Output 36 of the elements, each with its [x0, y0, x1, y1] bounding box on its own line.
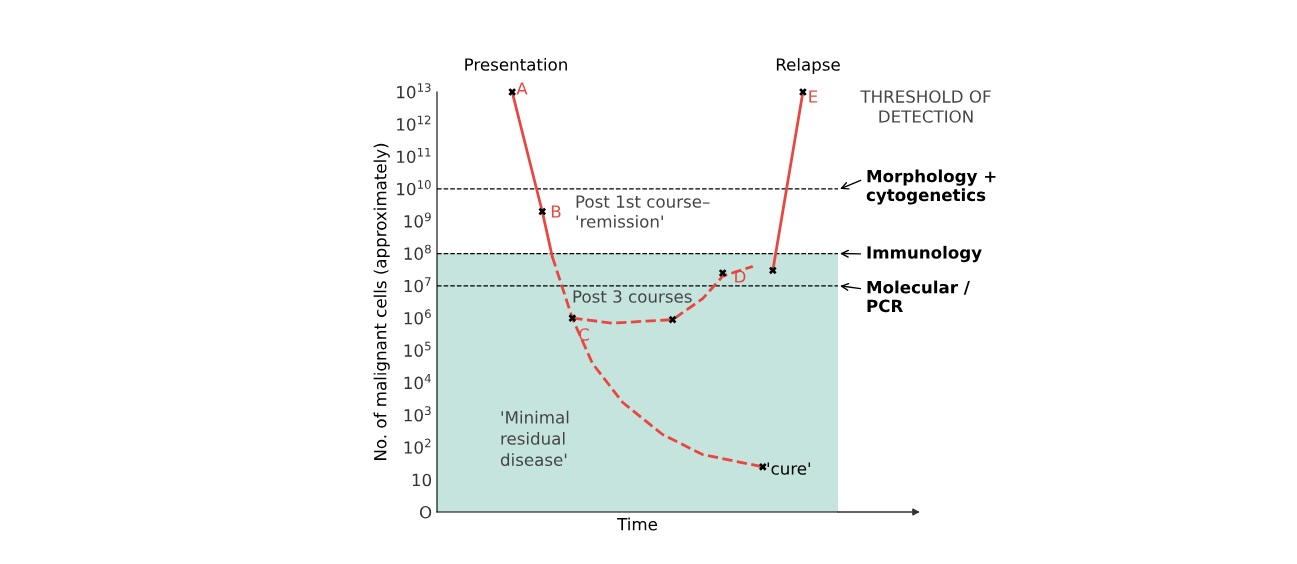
y-tick-label: 10$^{12}$	[397, 115, 431, 131]
y-tick-label: 10$^{3}$	[404, 406, 431, 422]
y-tick-label: 10$^{9}$	[404, 212, 431, 228]
point	[759, 463, 767, 471]
point	[568, 314, 577, 322]
annotation: Post 1st course– 'remission'	[576, 195, 710, 228]
annotation: E	[809, 90, 818, 103]
text: Presentation	[465, 57, 567, 71]
annotation: B	[551, 205, 561, 218]
y-tick-label: 10$^{4}$	[404, 374, 431, 390]
annotation: Post 3 courses	[573, 290, 692, 303]
point	[538, 207, 547, 216]
point	[718, 269, 727, 277]
y-tick-label: 10$^{10}$	[397, 180, 431, 196]
y-tick-label: 10$^{8}$	[404, 244, 431, 260]
point	[769, 266, 777, 275]
y-axis-title: No. of malignant cells (approximately)	[373, 143, 390, 460]
annotation: A	[516, 82, 528, 95]
x-axis-title: Time	[617, 517, 657, 531]
text: Relapse	[776, 57, 840, 75]
ref-line-label: Morphology + cytogenetics	[866, 169, 996, 205]
y-tick-label: 10$^{11}$	[397, 147, 431, 164]
point	[668, 315, 677, 324]
ref-line-label: Molecular / PCR	[867, 280, 970, 313]
y-tick-label: 10$^{13}$	[397, 83, 431, 99]
band-label: 'Minimal residual disease'	[500, 410, 569, 467]
point	[508, 88, 516, 96]
ref-line-label: Immunology	[867, 245, 982, 263]
y-tick-label: 10$^{2}$	[404, 438, 431, 454]
y-tick-label: 10$^{5}$	[404, 341, 431, 357]
y-tick-label: 10	[412, 473, 432, 487]
y-tick-label: O	[419, 505, 432, 519]
annotation: 'cure'	[767, 462, 811, 475]
y-tick-label: 10$^{6}$	[404, 309, 431, 325]
y-tick-label: 10$^{7}$	[404, 277, 431, 293]
text: THRESHOLD OF DETECTION	[860, 90, 991, 123]
